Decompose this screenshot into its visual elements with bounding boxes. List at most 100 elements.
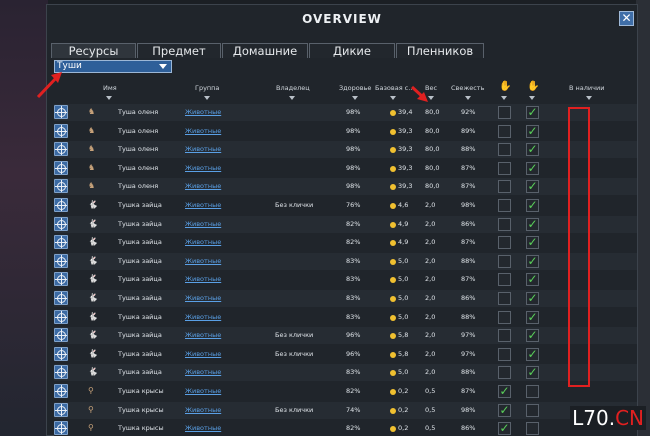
table-row[interactable]: 🐇 Тушка зайца Животные 83% 5,0 2,0 88% ✓ xyxy=(54,308,637,326)
checkbox-forbidden[interactable]: ✓ xyxy=(526,291,539,305)
group-link[interactable]: Животные xyxy=(185,238,222,247)
checkbox-forbidden[interactable]: ✓ xyxy=(526,198,539,212)
group-link[interactable]: Животные xyxy=(185,219,222,228)
group-link[interactable]: Животные xyxy=(185,108,222,116)
target-button[interactable] xyxy=(54,291,68,305)
sort-arrow-icon[interactable] xyxy=(106,96,112,100)
checkbox-allowed[interactable] xyxy=(498,347,511,361)
group-link[interactable]: Животные xyxy=(185,349,222,358)
group-link[interactable]: Животные xyxy=(185,275,222,284)
checkbox-allowed[interactable]: ✓ xyxy=(498,402,511,417)
checkbox-allowed[interactable] xyxy=(498,161,511,175)
checkbox-allowed[interactable] xyxy=(498,310,511,324)
checkbox-forbidden[interactable]: ✓ xyxy=(526,309,539,324)
checkbox-forbidden[interactable]: ✓ xyxy=(526,272,539,287)
target-button[interactable] xyxy=(54,309,68,324)
checkbox-allowed[interactable] xyxy=(498,124,511,138)
close-button[interactable]: ✕ xyxy=(619,11,634,26)
target-button[interactable] xyxy=(54,384,68,398)
checkbox-allowed[interactable] xyxy=(498,292,511,305)
table-row[interactable]: ♞ Туша оленя Животные 98% 39,3 80,0 87% ✓ xyxy=(54,159,637,177)
hand-icon[interactable]: ✋ xyxy=(527,81,540,92)
table-row[interactable]: 🐇 Тушка зайца Животные 83% 5,0 2,0 86% ✓ xyxy=(54,290,637,307)
group-link[interactable]: Животные xyxy=(185,331,222,340)
col-header-freshness[interactable]: Свежесть xyxy=(451,84,485,92)
table-row[interactable]: ⚲ Тушка крысы Животные Без клички 74% 0,2 0,5 9… xyxy=(54,401,637,419)
group-link[interactable]: Животные xyxy=(185,163,222,172)
checkbox-allowed[interactable] xyxy=(498,273,511,287)
table-row[interactable]: 🐇 Тушка зайца Животные Без клички 96% 5,8 2,0 9… xyxy=(54,345,637,363)
target-button[interactable] xyxy=(54,216,68,231)
sort-arrow-icon[interactable] xyxy=(465,96,471,100)
checkbox-forbidden[interactable]: ✓ xyxy=(526,216,539,231)
checkbox-forbidden[interactable] xyxy=(526,385,539,398)
table-row[interactable]: ♞ Туша оленя Животные 98% 39,4 80,0 92% ✓ xyxy=(54,104,637,121)
checkbox-allowed[interactable] xyxy=(498,236,511,250)
group-link[interactable]: Животные xyxy=(185,387,222,395)
group-link[interactable]: Животные xyxy=(185,256,222,265)
target-button[interactable] xyxy=(54,253,68,268)
table-row[interactable]: ♞ Туша оленя Животные 98% 39,3 80,0 88% ✓ xyxy=(54,141,637,159)
target-button[interactable] xyxy=(54,105,68,119)
tab-domestic[interactable]: Домашние xyxy=(222,43,308,58)
table-row[interactable]: 🐇 Тушка зайца Животные 83% 5,0 2,0 88% ✓ xyxy=(54,364,637,382)
target-button[interactable] xyxy=(54,198,68,212)
tab-items[interactable]: Предмет xyxy=(137,43,221,58)
sort-arrow-icon[interactable] xyxy=(501,96,507,100)
group-link[interactable]: Животные xyxy=(185,126,222,135)
checkbox-forbidden[interactable]: ✓ xyxy=(526,253,539,268)
checkbox-allowed[interactable] xyxy=(498,199,511,212)
tab-resources[interactable]: Ресурсы xyxy=(51,43,136,58)
col-header-owner[interactable]: Владелец xyxy=(276,84,310,92)
tab-wild[interactable]: Дикие xyxy=(309,43,395,58)
table-row[interactable]: 🐇 Тушка зайца Животные Без клички 96% 5,8 2,0 9… xyxy=(54,327,637,345)
checkbox-forbidden[interactable] xyxy=(526,422,539,436)
checkbox-forbidden[interactable]: ✓ xyxy=(526,179,539,194)
group-link[interactable]: Животные xyxy=(185,182,222,191)
checkbox-allowed[interactable]: ✓ xyxy=(498,384,511,398)
checkbox-allowed[interactable] xyxy=(498,180,511,194)
checkbox-forbidden[interactable]: ✓ xyxy=(526,123,539,138)
col-header-base-value[interactable]: Базовая с... xyxy=(375,84,415,92)
table-row[interactable]: 🐇 Тушка зайца Животные 83% 5,0 2,0 87% ✓ xyxy=(54,271,637,289)
target-button[interactable] xyxy=(54,235,68,250)
target-button[interactable] xyxy=(54,328,68,343)
sort-arrow-icon[interactable] xyxy=(586,96,592,100)
col-header-weight[interactable]: Вес xyxy=(425,84,438,92)
group-link[interactable]: Животные xyxy=(185,201,222,209)
checkbox-forbidden[interactable]: ✓ xyxy=(526,160,539,175)
tab-prisoners[interactable]: Пленников xyxy=(396,43,484,58)
target-button[interactable] xyxy=(54,272,68,287)
checkbox-allowed[interactable] xyxy=(498,366,511,380)
table-row[interactable]: 🐇 Тушка зайца Животные 82% 4,9 2,0 86% ✓ xyxy=(54,215,637,233)
table-row[interactable]: 🐇 Тушка зайца Животные 83% 5,0 2,0 88% ✓ xyxy=(54,252,637,270)
checkbox-forbidden[interactable]: ✓ xyxy=(526,142,539,157)
group-link[interactable]: Животные xyxy=(185,145,222,154)
checkbox-forbidden[interactable]: ✓ xyxy=(526,346,539,361)
target-button[interactable] xyxy=(54,421,68,436)
target-button[interactable] xyxy=(54,179,68,194)
checkbox-allowed[interactable] xyxy=(498,106,511,119)
group-link[interactable]: Животные xyxy=(185,368,222,377)
checkbox-forbidden[interactable]: ✓ xyxy=(526,235,539,250)
checkbox-forbidden[interactable]: ✓ xyxy=(526,365,539,380)
hand-icon[interactable]: ✋ xyxy=(499,81,512,92)
sort-arrow-icon[interactable] xyxy=(204,96,210,100)
sort-arrow-icon[interactable] xyxy=(428,96,434,100)
checkbox-forbidden[interactable]: ✓ xyxy=(526,105,539,119)
filter-dropdown[interactable]: Туши xyxy=(54,60,172,73)
table-row[interactable]: ⚲ Тушка крысы Животные 82% 0,2 0,5 87% ✓ xyxy=(54,383,637,400)
target-button[interactable] xyxy=(54,142,68,157)
target-button[interactable] xyxy=(54,346,68,361)
checkbox-forbidden[interactable] xyxy=(526,403,539,417)
col-header-health[interactable]: Здоровье xyxy=(339,84,372,92)
sort-arrow-icon[interactable] xyxy=(390,96,396,100)
sort-arrow-icon[interactable] xyxy=(529,96,535,100)
target-button[interactable] xyxy=(54,365,68,380)
checkbox-allowed[interactable] xyxy=(498,329,511,343)
group-link[interactable]: Животные xyxy=(185,405,222,414)
col-header-name[interactable]: Имя xyxy=(103,84,117,92)
sort-arrow-icon[interactable] xyxy=(352,96,358,100)
target-button[interactable] xyxy=(54,123,68,138)
target-button[interactable] xyxy=(54,402,68,417)
